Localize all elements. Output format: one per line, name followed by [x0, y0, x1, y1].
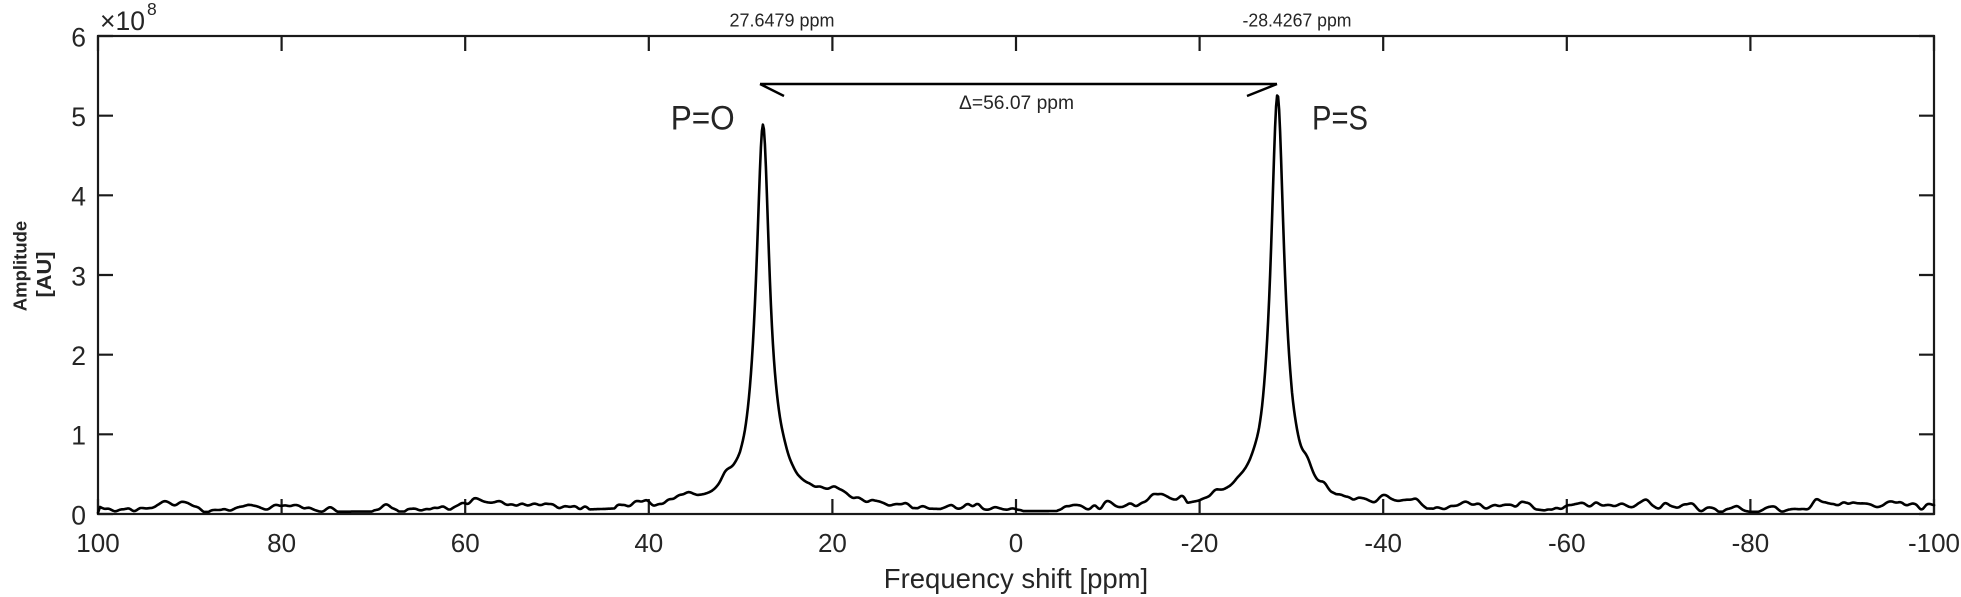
svg-text:2: 2: [71, 341, 86, 371]
svg-text:0: 0: [1009, 528, 1023, 558]
svg-text:×10: ×10: [100, 6, 145, 36]
svg-text:-100: -100: [1908, 528, 1960, 558]
svg-text:0: 0: [71, 500, 86, 530]
svg-text:80: 80: [267, 528, 296, 558]
svg-text:P=O: P=O: [671, 100, 735, 138]
svg-text:-28.4267 ppm: -28.4267 ppm: [1243, 11, 1352, 31]
svg-text:40: 40: [634, 528, 663, 558]
svg-text:-60: -60: [1548, 528, 1586, 558]
svg-text:[AU]: [AU]: [33, 252, 56, 298]
svg-text:3: 3: [71, 261, 86, 291]
svg-text:20: 20: [818, 528, 847, 558]
svg-text:60: 60: [451, 528, 480, 558]
svg-text:1: 1: [71, 421, 86, 451]
svg-text:100: 100: [76, 528, 119, 558]
svg-text:4: 4: [71, 182, 86, 212]
svg-text:Amplitude: Amplitude: [9, 221, 30, 311]
svg-text:P=S: P=S: [1312, 100, 1368, 138]
svg-text:-80: -80: [1732, 528, 1770, 558]
svg-text:6: 6: [71, 22, 86, 52]
svg-text:Frequency shift [ppm]: Frequency shift [ppm]: [884, 563, 1148, 594]
svg-text:8: 8: [147, 0, 157, 19]
svg-text:-20: -20: [1181, 528, 1219, 558]
svg-text:-40: -40: [1364, 528, 1402, 558]
svg-text:5: 5: [71, 102, 86, 132]
svg-text:Δ=56.07 ppm: Δ=56.07 ppm: [959, 93, 1074, 114]
svg-text:27.6479 ppm: 27.6479 ppm: [730, 11, 835, 31]
